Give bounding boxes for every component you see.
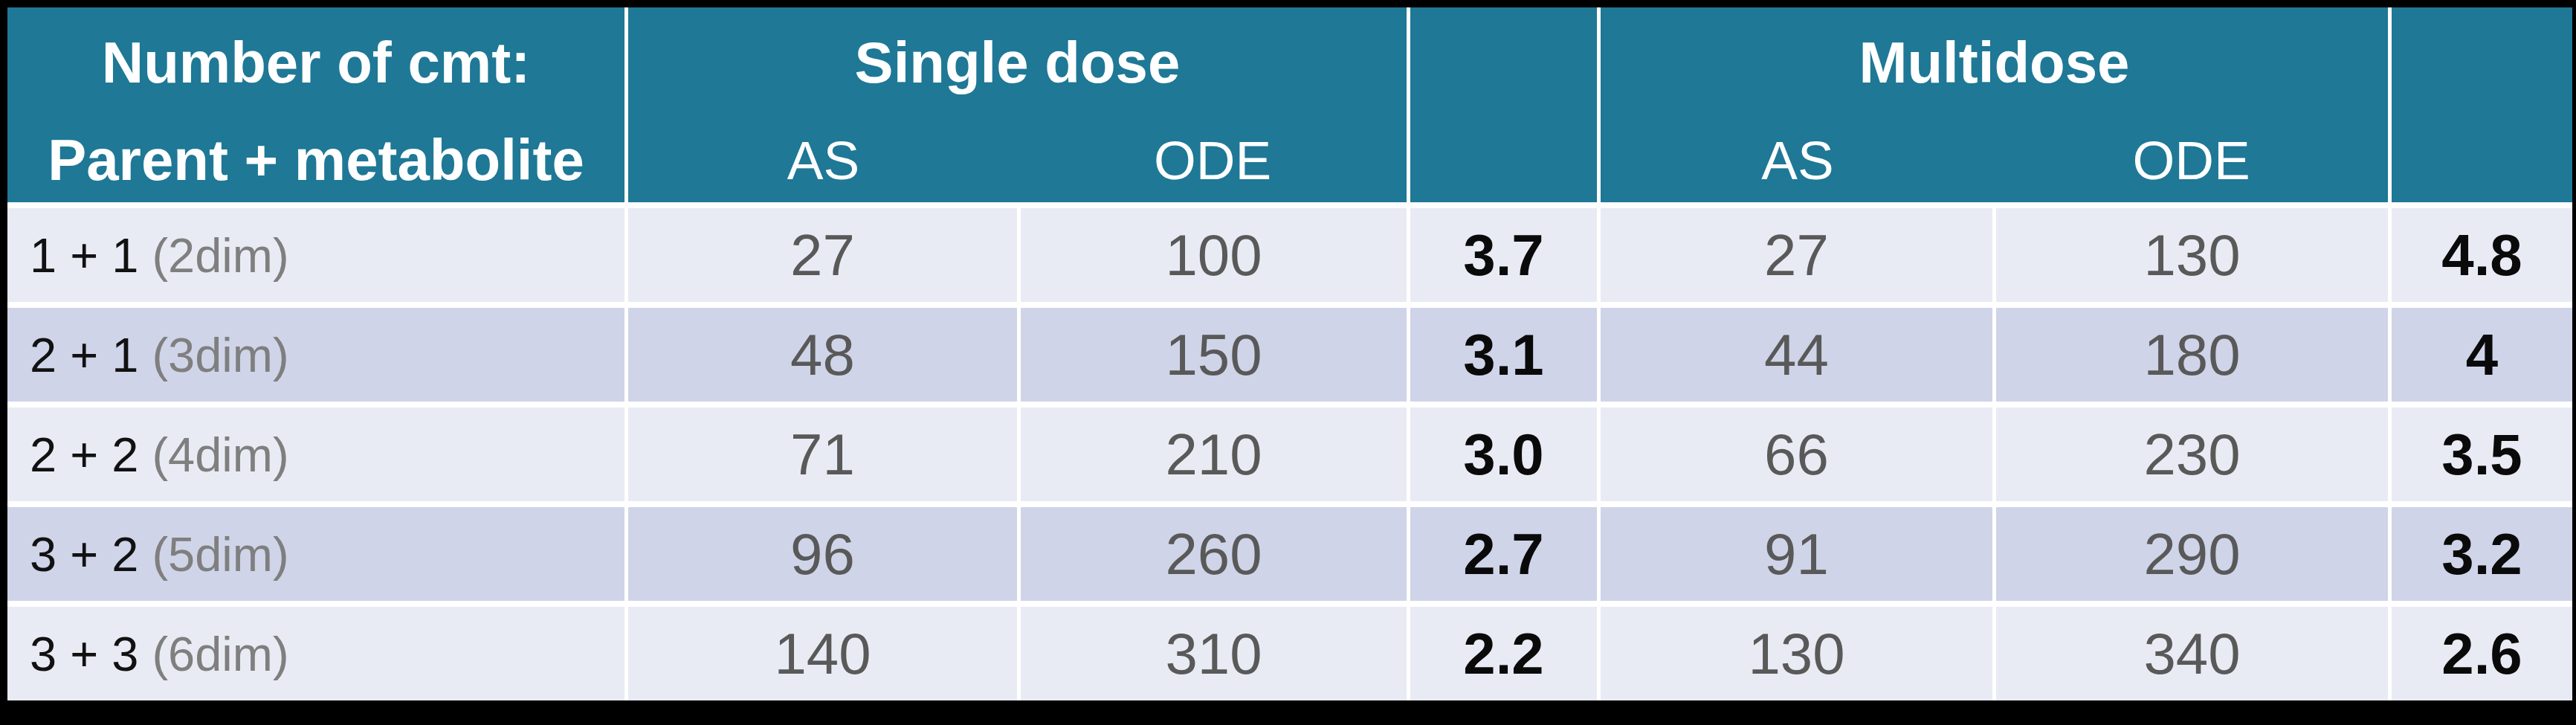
header-single-ode: ODE: [1019, 117, 1407, 202]
table-row-label: 3 + 2 (5dim): [7, 507, 624, 601]
cell-multi-ratio: 3.5: [2392, 407, 2572, 501]
header-multi-ode: ODE: [1995, 117, 2388, 202]
cmt-label: 1 + 1: [30, 228, 138, 283]
cmt-label: 2 + 2: [30, 427, 138, 483]
cell-multi-ratio: 4: [2392, 308, 2572, 402]
cell-single-ratio: 2.7: [1410, 507, 1597, 601]
dim-label: (3dim): [152, 327, 288, 383]
cell-single-ratio: 3.0: [1410, 407, 1597, 501]
header-single-as: AS: [628, 117, 1019, 202]
header-multidose-title: Multidose: [1601, 7, 2388, 117]
header-single-dose-title: Single dose: [628, 7, 1407, 117]
cmt-label: 3 + 3: [30, 626, 138, 682]
cmt-label: 3 + 2: [30, 526, 138, 582]
results-table: Number of cmt: Parent + metabolite Singl…: [7, 7, 2572, 700]
cell-single-ratio: 3.7: [1410, 208, 1597, 302]
cell-single-as: 96: [628, 507, 1017, 601]
cell-single-as: 71: [628, 407, 1017, 501]
dim-label: (4dim): [152, 427, 288, 483]
header-multi-as: AS: [1601, 117, 1995, 202]
header-single-ratio-cell: [1410, 7, 1597, 202]
cell-multi-as: 130: [1601, 607, 1992, 700]
dim-label: (5dim): [152, 526, 288, 582]
cell-multi-ode: 230: [1996, 407, 2388, 501]
header-col1-line2: Parent + metabolite: [7, 117, 624, 202]
table-row-label: 3 + 3 (6dim): [7, 607, 624, 700]
cell-single-ode: 260: [1021, 507, 1407, 601]
cell-single-ode: 310: [1021, 607, 1407, 700]
cell-multi-as: 66: [1601, 407, 1992, 501]
cell-multi-as: 27: [1601, 208, 1992, 302]
cell-multi-as: 44: [1601, 308, 1992, 402]
screenshot-canvas: { "table": { "header": { "col1_line1": "…: [0, 0, 2576, 725]
cell-multi-ratio: 2.6: [2392, 607, 2572, 700]
table-row-label: 1 + 1 (2dim): [7, 208, 624, 302]
cell-single-ode: 210: [1021, 407, 1407, 501]
cell-single-ratio: 2.2: [1410, 607, 1597, 700]
header-multi-ratio-cell: [2392, 7, 2572, 202]
cmt-label: 2 + 1: [30, 327, 138, 383]
header-single-dose-group: Single dose AS ODE: [628, 7, 1407, 202]
cell-multi-ode: 340: [1996, 607, 2388, 700]
table-row-label: 2 + 1 (3dim): [7, 308, 624, 402]
cell-single-as: 27: [628, 208, 1017, 302]
cell-single-ode: 150: [1021, 308, 1407, 402]
header-single-dose-subheaders: AS ODE: [628, 117, 1407, 202]
cell-single-ratio: 3.1: [1410, 308, 1597, 402]
cell-multi-ode: 180: [1996, 308, 2388, 402]
header-multidose-subheaders: AS ODE: [1601, 117, 2388, 202]
header-row-label-cell: Number of cmt: Parent + metabolite: [7, 7, 624, 202]
dim-label: (2dim): [152, 228, 288, 283]
cell-multi-ratio: 4.8: [2392, 208, 2572, 302]
cell-multi-ode: 130: [1996, 208, 2388, 302]
cell-multi-ode: 290: [1996, 507, 2388, 601]
cell-multi-ratio: 3.2: [2392, 507, 2572, 601]
header-multidose-group: Multidose AS ODE: [1601, 7, 2388, 202]
cell-single-as: 140: [628, 607, 1017, 700]
dim-label: (6dim): [152, 626, 288, 682]
header-col1-line1: Number of cmt:: [7, 7, 624, 117]
cell-single-ode: 100: [1021, 208, 1407, 302]
cell-multi-as: 91: [1601, 507, 1992, 601]
table-row-label: 2 + 2 (4dim): [7, 407, 624, 501]
cell-single-as: 48: [628, 308, 1017, 402]
